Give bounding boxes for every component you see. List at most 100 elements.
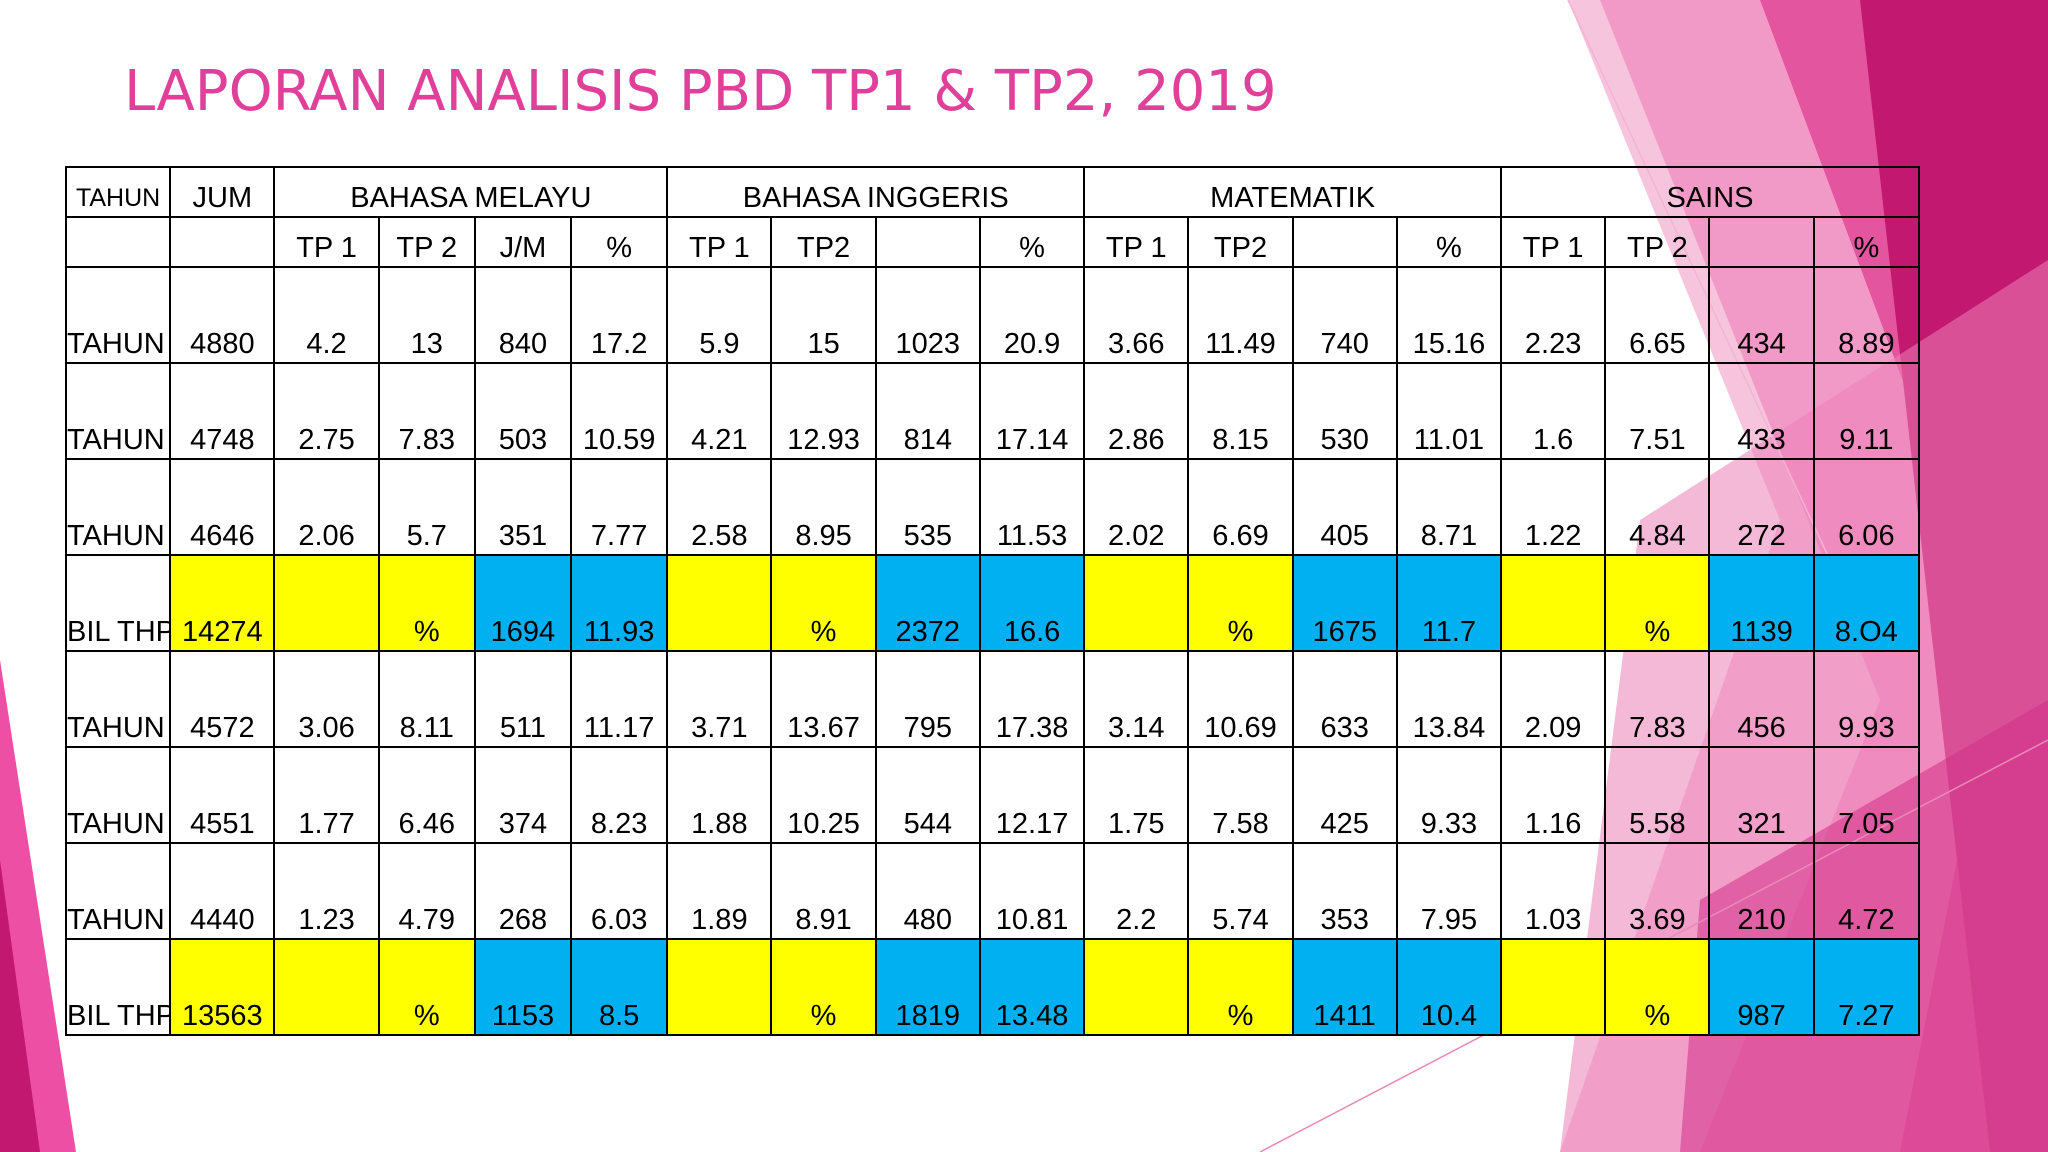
table-cell: 8.91 bbox=[770, 842, 877, 940]
table-cell: 2.09 bbox=[1500, 650, 1607, 748]
table-cell: 8.95 bbox=[770, 458, 877, 556]
table-row: TAHUN 346462.065.73517.772.588.9553511.5… bbox=[64, 458, 1921, 556]
header-subject-bm: BAHASA MELAYU bbox=[273, 166, 669, 218]
table-cell: 2.86 bbox=[1083, 362, 1190, 460]
header-col: TP 2 bbox=[377, 216, 476, 268]
table-cell: 4.72 bbox=[1812, 842, 1921, 940]
analysis-table: TAHUN JUM BAHASA MELAYU BAHASA INGGERIS … bbox=[64, 166, 1921, 1036]
table-cell: 374 bbox=[473, 746, 573, 844]
table-cell: 1.23 bbox=[273, 842, 380, 940]
table-cell: 1.03 bbox=[1500, 842, 1607, 940]
table-cell: 4.79 bbox=[377, 842, 476, 940]
table-cell: 11.53 bbox=[978, 458, 1086, 556]
header-col: TP 1 bbox=[273, 216, 380, 268]
table-cell bbox=[666, 938, 773, 1036]
table-cell: 840 bbox=[473, 266, 573, 364]
table-cell: 13.84 bbox=[1395, 650, 1503, 748]
header-col: TP 2 bbox=[1604, 216, 1711, 268]
row-jum: 4646 bbox=[169, 458, 276, 556]
table-cell: 3.14 bbox=[1083, 650, 1190, 748]
row-jum: 4748 bbox=[169, 362, 276, 460]
table-cell: 8.89 bbox=[1812, 266, 1921, 364]
table-cell: 4.2 bbox=[273, 266, 380, 364]
table-row: TAHUN 545511.776.463748.231.8810.2554412… bbox=[64, 746, 1921, 844]
table-cell: 987 bbox=[1708, 938, 1815, 1036]
table-cell: 12.93 bbox=[770, 362, 877, 460]
page-title: LAPORAN ANALISIS PBD TP1 & TP2, 2019 bbox=[124, 59, 1277, 124]
table-cell: 10.59 bbox=[570, 362, 669, 460]
header-col bbox=[874, 216, 981, 268]
table-cell: 2.75 bbox=[273, 362, 380, 460]
table-cell: 6.03 bbox=[570, 842, 669, 940]
row-jum: 13563 bbox=[169, 938, 276, 1036]
table-cell: 15 bbox=[770, 266, 877, 364]
header-col: % bbox=[978, 216, 1086, 268]
summary-row: BIL THP 213563%11538.5%181913.48%141110.… bbox=[64, 938, 1921, 1036]
header-col bbox=[1708, 216, 1815, 268]
table-cell: 7.95 bbox=[1395, 842, 1503, 940]
table-cell: 3.06 bbox=[273, 650, 380, 748]
row-label: TAHUN 3 bbox=[64, 458, 172, 556]
row-label: BIL THP 2 bbox=[64, 938, 172, 1036]
header-col: TP2 bbox=[770, 216, 877, 268]
header-col: % bbox=[1812, 216, 1921, 268]
table-cell: 535 bbox=[874, 458, 981, 556]
table-body: TAHUN JUM BAHASA MELAYU BAHASA INGGERIS … bbox=[64, 166, 1921, 1036]
table-cell: 8.11 bbox=[377, 650, 476, 748]
table-cell: 9.11 bbox=[1812, 362, 1921, 460]
table-cell: 10.4 bbox=[1395, 938, 1503, 1036]
table-cell: % bbox=[377, 554, 476, 652]
table-cell: 480 bbox=[874, 842, 981, 940]
table-cell: 2.02 bbox=[1083, 458, 1190, 556]
table-cell: % bbox=[770, 554, 877, 652]
row-jum: 4880 bbox=[169, 266, 276, 364]
table-cell: 9.33 bbox=[1395, 746, 1503, 844]
header-subject-bi: BAHASA INGGERIS bbox=[666, 166, 1086, 218]
table-cell: 8.O4 bbox=[1812, 554, 1921, 652]
table-cell: 15.16 bbox=[1395, 266, 1503, 364]
table-row: TAHUN 445723.068.1151111.173.7113.677951… bbox=[64, 650, 1921, 748]
row-label: TAHUN 1 bbox=[64, 266, 172, 364]
table-cell: 2.58 bbox=[666, 458, 773, 556]
table-cell: % bbox=[1187, 554, 1294, 652]
header-tahun: TAHUN bbox=[64, 166, 172, 218]
table-cell: % bbox=[1604, 554, 1711, 652]
header-col: TP2 bbox=[1187, 216, 1294, 268]
table-cell bbox=[273, 938, 380, 1036]
table-cell: 7.51 bbox=[1604, 362, 1711, 460]
table-cell: 6.46 bbox=[377, 746, 476, 844]
table-cell: % bbox=[770, 938, 877, 1036]
table-cell: 1153 bbox=[473, 938, 573, 1036]
table-cell: 1819 bbox=[874, 938, 981, 1036]
table-cell: % bbox=[1604, 938, 1711, 1036]
table-cell bbox=[1500, 938, 1607, 1036]
table-cell: 7.83 bbox=[1604, 650, 1711, 748]
header-col: TP 1 bbox=[666, 216, 773, 268]
table-cell: 434 bbox=[1708, 266, 1815, 364]
table-cell: 530 bbox=[1291, 362, 1398, 460]
table-cell: 17.14 bbox=[978, 362, 1086, 460]
table-cell: 1139 bbox=[1708, 554, 1815, 652]
table-cell: 511 bbox=[473, 650, 573, 748]
table-cell: 321 bbox=[1708, 746, 1815, 844]
header-row-columns: TP 1 TP 2 J/M % TP 1 TP2 % TP 1 TP2 % TP… bbox=[64, 216, 1921, 268]
header-col: TP 1 bbox=[1083, 216, 1190, 268]
table-cell: 740 bbox=[1291, 266, 1398, 364]
table-cell: 4.84 bbox=[1604, 458, 1711, 556]
table-cell: 8.71 bbox=[1395, 458, 1503, 556]
table-cell bbox=[1083, 554, 1190, 652]
table-cell: 12.17 bbox=[978, 746, 1086, 844]
table-cell: 7.05 bbox=[1812, 746, 1921, 844]
table-cell: 11.93 bbox=[570, 554, 669, 652]
row-jum: 4572 bbox=[169, 650, 276, 748]
table-cell: 7.83 bbox=[377, 362, 476, 460]
table-cell: 10.25 bbox=[770, 746, 877, 844]
table-row: TAHUN 644401.234.792686.031.898.9148010.… bbox=[64, 842, 1921, 940]
table-cell: 433 bbox=[1708, 362, 1815, 460]
table-cell: 1.89 bbox=[666, 842, 773, 940]
table-cell: 425 bbox=[1291, 746, 1398, 844]
table-cell: 2372 bbox=[874, 554, 981, 652]
table-cell: 351 bbox=[473, 458, 573, 556]
row-jum: 14274 bbox=[169, 554, 276, 652]
